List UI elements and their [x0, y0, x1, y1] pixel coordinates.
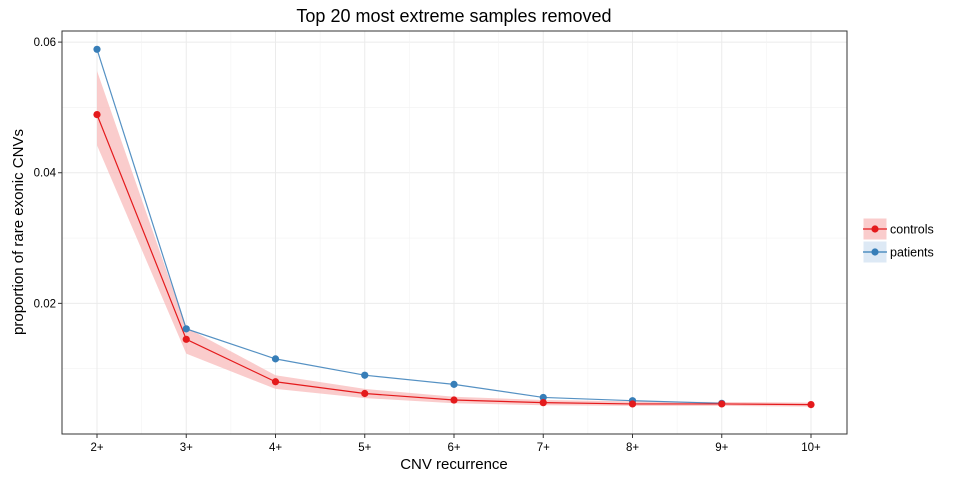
x-tick-label: 8+	[626, 442, 639, 454]
data-point-patients	[539, 393, 547, 402]
data-point-controls	[718, 400, 726, 408]
x-tick-label: 3+	[180, 442, 193, 454]
data-point-controls	[271, 378, 280, 386]
data-point-controls	[182, 335, 190, 343]
legend-item-patients: patients	[862, 240, 934, 264]
x-axis: 2+ 3+ 4+ 5+ 6+ 7+ 8+ 9+ 10+	[90, 434, 821, 454]
data-points	[93, 45, 815, 409]
data-point-patients	[182, 325, 190, 333]
x-tick-label: 9+	[715, 442, 728, 454]
x-tick-label: 4+	[269, 442, 282, 454]
legend-label-controls: controls	[890, 223, 934, 237]
data-point-patients	[361, 371, 369, 379]
data-point-patients	[271, 355, 280, 363]
y-axis: 0.02 0.04 0.06	[34, 37, 62, 310]
legend-label-patients: patients	[890, 246, 934, 260]
x-tick-label: 6+	[447, 442, 460, 454]
x-tick-label: 2+	[90, 442, 103, 454]
y-axis-title: proportion of rare exonic CNVs	[10, 129, 27, 335]
series-line-patients	[96, 49, 722, 404]
legend-point-patients	[871, 248, 879, 256]
data-point-patients	[450, 380, 458, 388]
data-point-patients	[93, 45, 101, 53]
legend-item-controls: controls	[862, 217, 934, 241]
data-point-controls	[807, 401, 815, 409]
x-axis-title: CNV recurrence	[400, 456, 508, 473]
data-point-controls	[628, 400, 637, 408]
data-point-controls	[361, 389, 369, 398]
data-point-controls	[450, 396, 458, 404]
y-tick-label: 0.06	[34, 37, 56, 49]
x-tick-label: 5+	[358, 442, 371, 454]
legend-point-controls	[871, 225, 879, 233]
data-point-controls	[93, 111, 101, 119]
grid-lines	[62, 31, 847, 434]
x-tick-label: 7+	[537, 442, 550, 454]
chart-title: Top 20 most extreme samples removed	[296, 6, 611, 26]
data-point-controls	[539, 399, 547, 407]
x-tick-label: 10+	[801, 442, 821, 454]
y-tick-label: 0.04	[34, 168, 57, 180]
y-tick-label: 0.02	[34, 298, 56, 310]
legend: controls patients	[862, 217, 934, 264]
